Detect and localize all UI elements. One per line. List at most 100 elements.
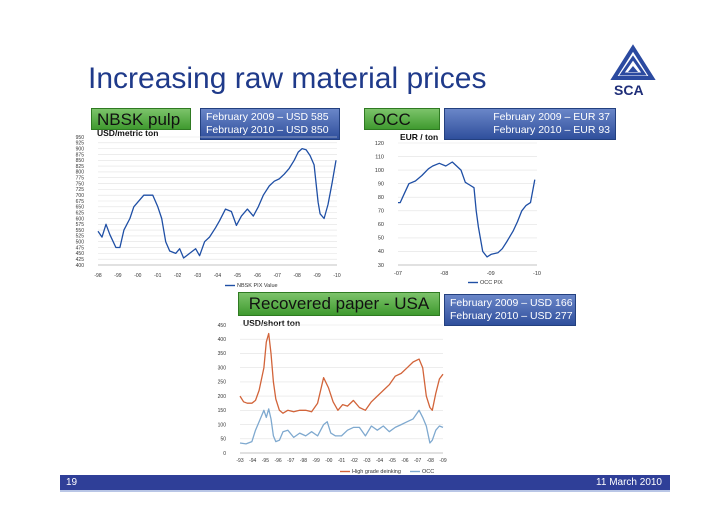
y-tick-label-0-7: 575 — [76, 222, 85, 228]
y-tick-label-1-9: 120 — [375, 141, 384, 147]
x-tick-label-0-5: -03 — [194, 273, 201, 279]
recovered-note-box: February 2009 – USD 166 February 2010 – … — [444, 294, 576, 326]
x-tick-label-0-1: -99 — [114, 273, 121, 279]
y-tick-label-0-8: 600 — [76, 216, 85, 222]
x-tick-label-0-10: -08 — [294, 273, 301, 279]
x-tick-label-2-7: -00 — [325, 458, 332, 464]
x-tick-label-0-11: -09 — [313, 273, 320, 279]
y-tick-label-0-16: 800 — [76, 170, 85, 176]
y-tick-label-0-21: 925 — [76, 141, 85, 147]
x-tick-label-2-14: -07 — [414, 458, 421, 464]
y-tick-label-2-8: 400 — [218, 337, 227, 343]
legend-label-0-0: NBSK PIX Value — [237, 283, 278, 289]
y-tick-label-0-4: 500 — [76, 240, 85, 246]
x-tick-label-0-9: -07 — [274, 273, 281, 279]
y-tick-label-0-2: 450 — [76, 251, 85, 257]
legend-label-1-0: OCC PIX — [480, 280, 503, 286]
x-tick-label-2-6: -99 — [313, 458, 320, 464]
y-tick-label-0-19: 875 — [76, 152, 85, 158]
recovered-unit: USD/short ton — [243, 318, 301, 328]
legend-label-2-1: OCC — [422, 469, 434, 475]
series-line-0-0 — [97, 147, 337, 259]
x-tick-label-0-2: -00 — [134, 273, 141, 279]
x-tick-label-2-10: -03 — [363, 458, 370, 464]
y-tick-label-0-9: 625 — [76, 210, 85, 216]
y-tick-label-1-7: 100 — [375, 168, 384, 174]
y-tick-label-0-14: 750 — [76, 181, 85, 187]
y-tick-label-0-10: 650 — [76, 205, 85, 211]
recovered-label: Recovered paper - USA — [238, 292, 440, 316]
x-tick-label-0-0: -98 — [94, 273, 101, 279]
sca-triangle-logo — [610, 44, 656, 80]
y-tick-label-2-3: 150 — [218, 408, 227, 414]
series-line-2-0 — [239, 332, 444, 414]
y-tick-label-2-6: 300 — [218, 365, 227, 371]
x-tick-label-2-1: -94 — [249, 458, 256, 464]
y-tick-label-0-6: 550 — [76, 228, 85, 234]
x-tick-label-2-8: -01 — [338, 458, 345, 464]
x-tick-label-0-7: -05 — [234, 273, 241, 279]
occ-label: OCC — [364, 108, 440, 130]
x-tick-label-0-12: -10 — [333, 273, 340, 279]
x-tick-label-2-16: -09 — [439, 458, 446, 464]
x-tick-label-2-2: -95 — [262, 458, 269, 464]
x-tick-label-2-9: -02 — [351, 458, 358, 464]
nbsk-note-2009: February 2009 – USD 585 — [206, 111, 329, 123]
y-tick-label-0-3: 475 — [76, 245, 85, 251]
y-tick-label-0-0: 400 — [76, 263, 85, 269]
y-tick-label-0-12: 700 — [76, 193, 85, 199]
y-tick-label-0-11: 675 — [76, 199, 85, 205]
nbsk-note-box: February 2009 – USD 585 February 2010 – … — [200, 108, 340, 140]
y-tick-label-0-5: 525 — [76, 234, 85, 240]
footer-rule — [60, 490, 670, 492]
y-tick-label-1-2: 50 — [378, 236, 384, 242]
y-tick-label-0-1: 425 — [76, 257, 85, 263]
x-tick-label-1-2: -09 — [487, 271, 495, 277]
y-tick-label-1-0: 30 — [378, 263, 384, 269]
y-tick-label-0-18: 850 — [76, 158, 85, 164]
footer-bar: 19 11 March 2010 — [60, 475, 670, 490]
x-tick-label-2-4: -97 — [287, 458, 294, 464]
page-number: 19 — [66, 477, 78, 488]
y-tick-label-0-17: 825 — [76, 164, 85, 170]
x-tick-label-2-3: -96 — [274, 458, 281, 464]
logo-text: SCA — [614, 82, 644, 98]
series-line-1-0 — [398, 161, 536, 258]
y-tick-label-2-2: 100 — [218, 422, 227, 428]
recovered-note-2009: February 2009 – USD 166 — [450, 297, 573, 309]
legend-label-2-0: High grade deinking — [352, 469, 401, 475]
x-tick-label-0-3: -01 — [154, 273, 161, 279]
x-tick-label-1-0: -07 — [394, 271, 402, 277]
y-tick-label-0-13: 725 — [76, 187, 85, 193]
nbsk-unit: USD/metric ton — [97, 128, 159, 138]
y-tick-label-1-5: 80 — [378, 195, 384, 201]
y-tick-label-0-22: 950 — [76, 135, 85, 141]
footer-date: 11 March 2010 — [596, 477, 662, 488]
x-tick-label-1-1: -08 — [440, 271, 448, 277]
nbsk-note-2010: February 2010 – USD 850 — [206, 124, 329, 136]
x-tick-label-2-13: -06 — [401, 458, 408, 464]
y-tick-label-1-3: 60 — [378, 222, 384, 228]
y-tick-label-1-4: 70 — [378, 209, 384, 215]
y-tick-label-2-5: 250 — [218, 380, 227, 386]
y-tick-label-0-15: 775 — [76, 176, 85, 182]
occ-note-2010: February 2010 – EUR 93 — [493, 124, 610, 136]
y-tick-label-1-6: 90 — [378, 181, 384, 187]
x-tick-label-0-8: -06 — [254, 273, 261, 279]
y-tick-label-1-8: 110 — [375, 154, 384, 160]
x-tick-label-1-3: -10 — [533, 271, 541, 277]
x-tick-label-2-0: -93 — [236, 458, 243, 464]
series-line-2-1 — [239, 408, 444, 445]
nbsk-label: NBSK pulp — [91, 108, 191, 130]
y-tick-label-1-1: 40 — [378, 249, 384, 255]
y-tick-label-2-0: 0 — [223, 451, 226, 457]
y-tick-label-2-1: 50 — [220, 437, 226, 443]
recovered-note-2010: February 2010 – USD 277 — [450, 310, 573, 322]
y-tick-label-0-20: 900 — [76, 146, 85, 152]
x-tick-label-0-6: -04 — [214, 273, 221, 279]
y-tick-label-2-9: 450 — [218, 323, 227, 329]
x-tick-label-2-5: -98 — [300, 458, 307, 464]
